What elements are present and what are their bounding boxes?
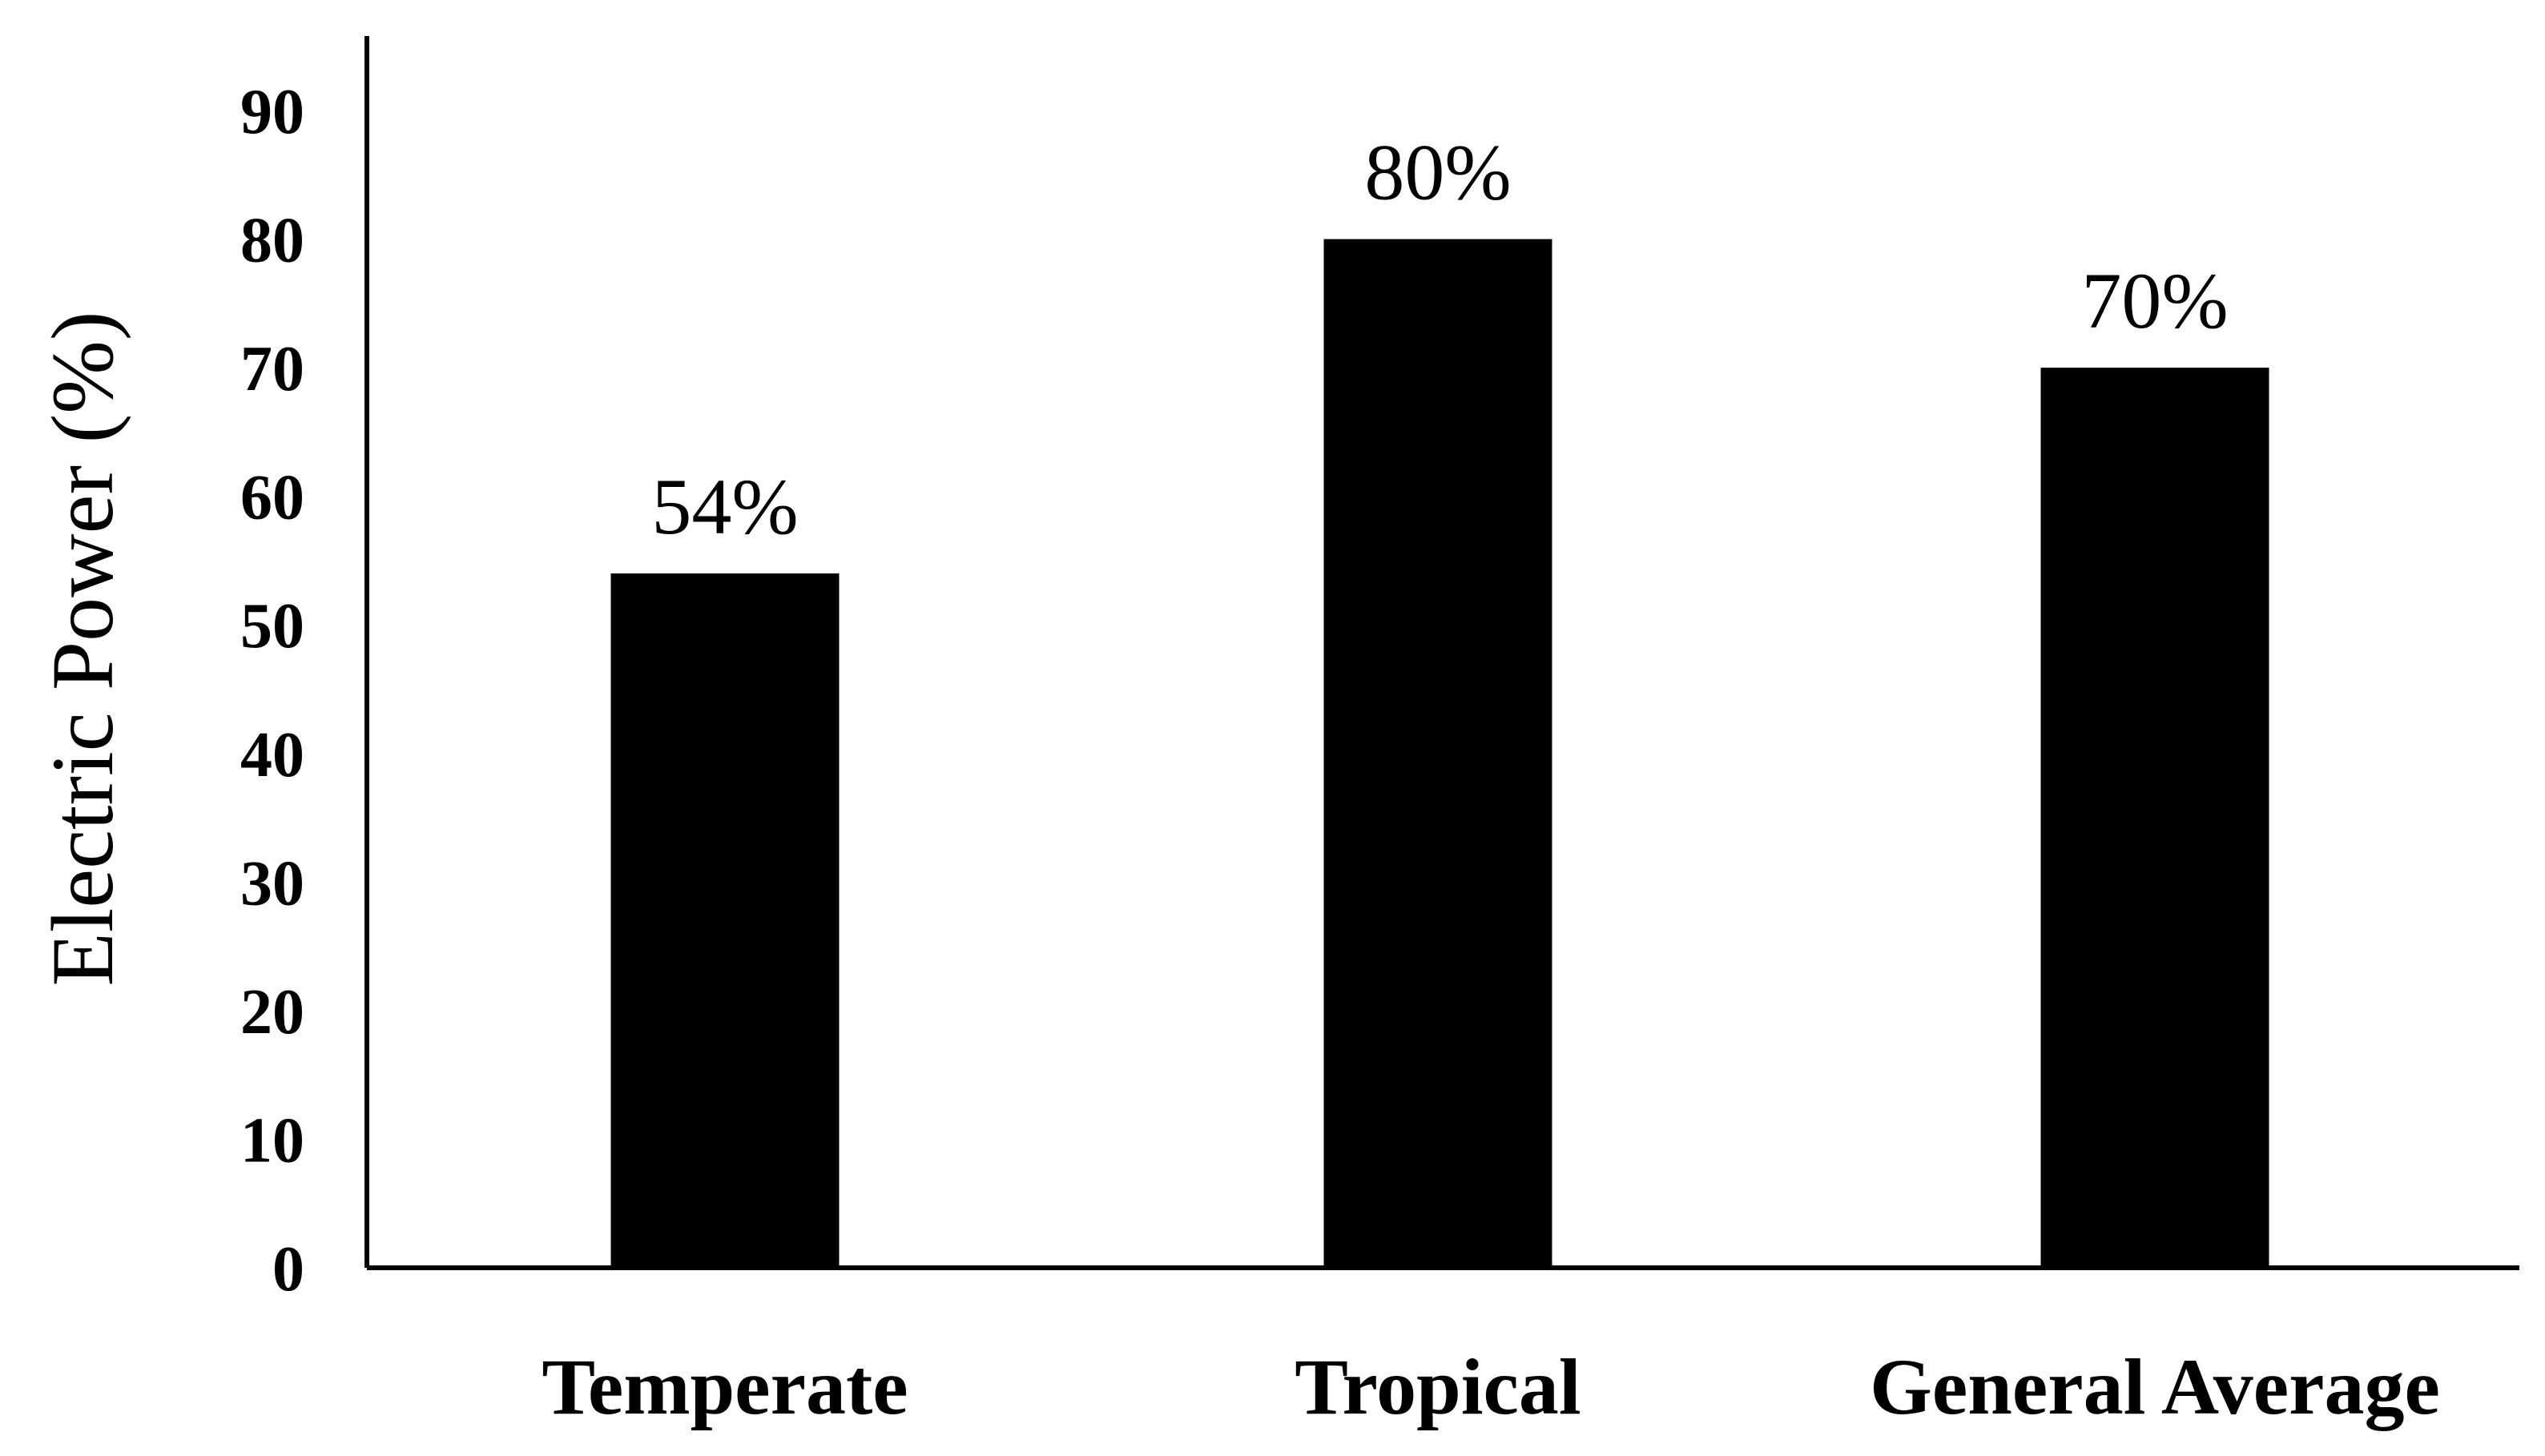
y-axis-ticks: 0 10 20 30 40 50 60 70 80 90	[240, 77, 304, 1305]
y-tick-label: 40	[240, 720, 304, 790]
bar	[1323, 239, 1552, 1268]
bar	[2040, 368, 2269, 1269]
y-tick-label: 30	[240, 848, 304, 919]
y-tick-label: 70	[240, 334, 304, 404]
bar-value-label: 70%	[2081, 256, 2228, 345]
y-tick-label: 60	[240, 463, 304, 533]
y-tick-label: 80	[240, 206, 304, 276]
x-category-label: General Average	[1870, 1342, 2440, 1431]
bar-value-label: 80%	[1364, 128, 1511, 217]
x-category-label: Tropical	[1295, 1342, 1581, 1431]
bars	[610, 239, 2269, 1269]
y-axis-title: Electric Power (%)	[34, 312, 131, 987]
y-tick-label: 90	[240, 77, 304, 147]
bar	[610, 573, 840, 1268]
y-tick-label: 0	[272, 1234, 304, 1305]
y-tick-label: 10	[240, 1105, 304, 1176]
x-category-label: Temperate	[542, 1342, 908, 1431]
y-tick-label: 50	[240, 591, 304, 662]
bar-value-label: 54%	[651, 462, 798, 551]
data-labels: 54% 80% 70%	[651, 128, 2228, 551]
x-axis-categories: Temperate Tropical General Average	[542, 1342, 2440, 1431]
y-tick-label: 20	[240, 977, 304, 1048]
